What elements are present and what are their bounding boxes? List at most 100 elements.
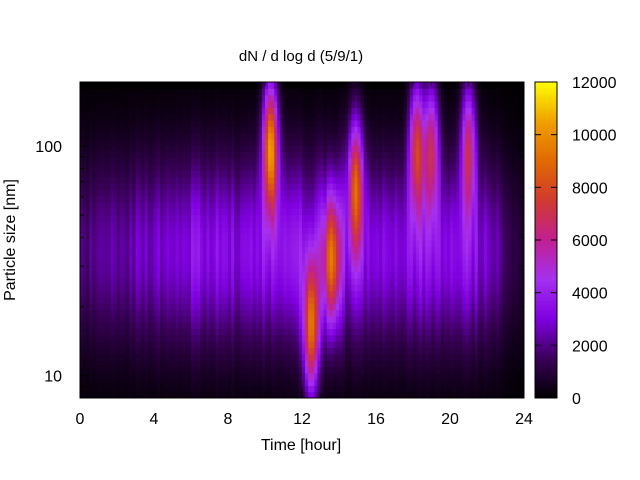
heatmap-cell [280, 145, 285, 153]
heatmap-cell [342, 284, 346, 292]
heatmap-cell [110, 94, 115, 102]
heatmap-cell [317, 303, 322, 311]
heatmap-cell [89, 258, 93, 266]
heatmap-cell [360, 94, 365, 102]
heatmap-cell [129, 290, 134, 298]
heatmap-cell [160, 258, 164, 266]
heatmap-cell [113, 341, 118, 349]
heatmap-cell [101, 353, 106, 361]
heatmap-cell [200, 303, 204, 311]
heatmap-cell [326, 208, 331, 216]
heatmap-cell [141, 353, 146, 361]
heatmap-cell [268, 183, 272, 191]
heatmap-cell [280, 290, 285, 298]
heatmap-cell [200, 202, 204, 209]
heatmap-cell [332, 284, 337, 292]
heatmap-cell [154, 176, 158, 184]
heatmap-cell [342, 372, 346, 380]
heatmap-cell [147, 334, 152, 342]
heatmap-cell [302, 94, 306, 102]
heatmap-cell [129, 334, 134, 342]
heatmap-cell [314, 252, 319, 260]
heatmap-cell [240, 347, 245, 355]
heatmap-cell [280, 151, 285, 159]
heatmap-cell [363, 233, 368, 241]
heatmap-cell [117, 176, 121, 184]
heatmap-cell [255, 360, 260, 367]
heatmap-cell [206, 252, 211, 260]
heatmap-cell [240, 107, 245, 115]
heatmap-cell [95, 296, 100, 304]
heatmap-cell [206, 328, 211, 336]
heatmap-cell [252, 214, 257, 222]
heatmap-cell [283, 366, 288, 374]
heatmap-cell [141, 100, 146, 108]
heatmap-cell [243, 334, 248, 342]
heatmap-cell [286, 290, 291, 298]
heatmap-cell [194, 164, 198, 172]
heatmap-cell [351, 233, 356, 241]
heatmap-cell [169, 170, 174, 178]
heatmap-cell [366, 170, 371, 178]
heatmap-cell [317, 227, 322, 235]
heatmap-cell [228, 88, 232, 96]
heatmap-cell [187, 328, 192, 336]
heatmap-cell [252, 88, 257, 96]
heatmap-cell [320, 132, 325, 140]
heatmap-cell [89, 372, 93, 380]
heatmap-cell [295, 290, 300, 298]
heatmap-cell [351, 277, 356, 285]
heatmap-cell [104, 284, 109, 292]
heatmap-cell [255, 214, 260, 222]
heatmap-cell [160, 170, 164, 178]
heatmap-cell [329, 214, 334, 222]
heatmap-cell [163, 379, 167, 386]
heatmap-cell [354, 303, 359, 311]
heatmap-cell [135, 303, 140, 311]
heatmap-cell [113, 202, 118, 209]
heatmap-cell [80, 126, 84, 134]
heatmap-cell [234, 151, 238, 159]
heatmap-cell [339, 132, 343, 140]
heatmap-cell [194, 391, 198, 398]
heatmap-cell [249, 183, 254, 191]
heatmap-cell [197, 309, 201, 317]
heatmap-cell [144, 183, 149, 191]
heatmap-cell [101, 265, 106, 273]
heatmap-cell [83, 303, 87, 311]
heatmap-cell [283, 271, 288, 279]
heatmap-cell [314, 366, 319, 374]
heatmap-cell [117, 208, 121, 216]
heatmap-cell [274, 113, 278, 121]
heatmap-cell [237, 88, 241, 96]
heatmap-cell [212, 341, 217, 349]
heatmap-cell [194, 132, 198, 140]
heatmap-cell [246, 170, 251, 178]
heatmap-cell [86, 214, 90, 222]
heatmap-cell [135, 126, 140, 134]
heatmap-cell [98, 100, 103, 108]
heatmap-cell [178, 341, 183, 349]
heatmap-cell [194, 366, 198, 374]
heatmap-cell [249, 347, 254, 355]
heatmap-cell [117, 334, 121, 342]
heatmap-cell [181, 322, 186, 330]
heatmap-cell [126, 126, 130, 134]
heatmap-cell [206, 176, 211, 184]
heatmap-cell [237, 252, 241, 260]
heatmap-cell [197, 170, 201, 178]
heatmap-cell [234, 227, 238, 235]
heatmap-cell [379, 227, 383, 235]
heatmap-cell [363, 208, 368, 216]
heatmap-cell [255, 322, 260, 330]
heatmap-cell [228, 252, 232, 260]
heatmap-cell [326, 221, 331, 228]
heatmap-cell [160, 202, 164, 209]
heatmap-cell [366, 164, 371, 172]
heatmap-cell [138, 119, 143, 127]
heatmap-cell [181, 233, 186, 241]
heatmap-cell [376, 221, 380, 228]
heatmap-cell [302, 246, 306, 254]
heatmap-cell [311, 372, 315, 380]
heatmap-cell [265, 296, 269, 304]
